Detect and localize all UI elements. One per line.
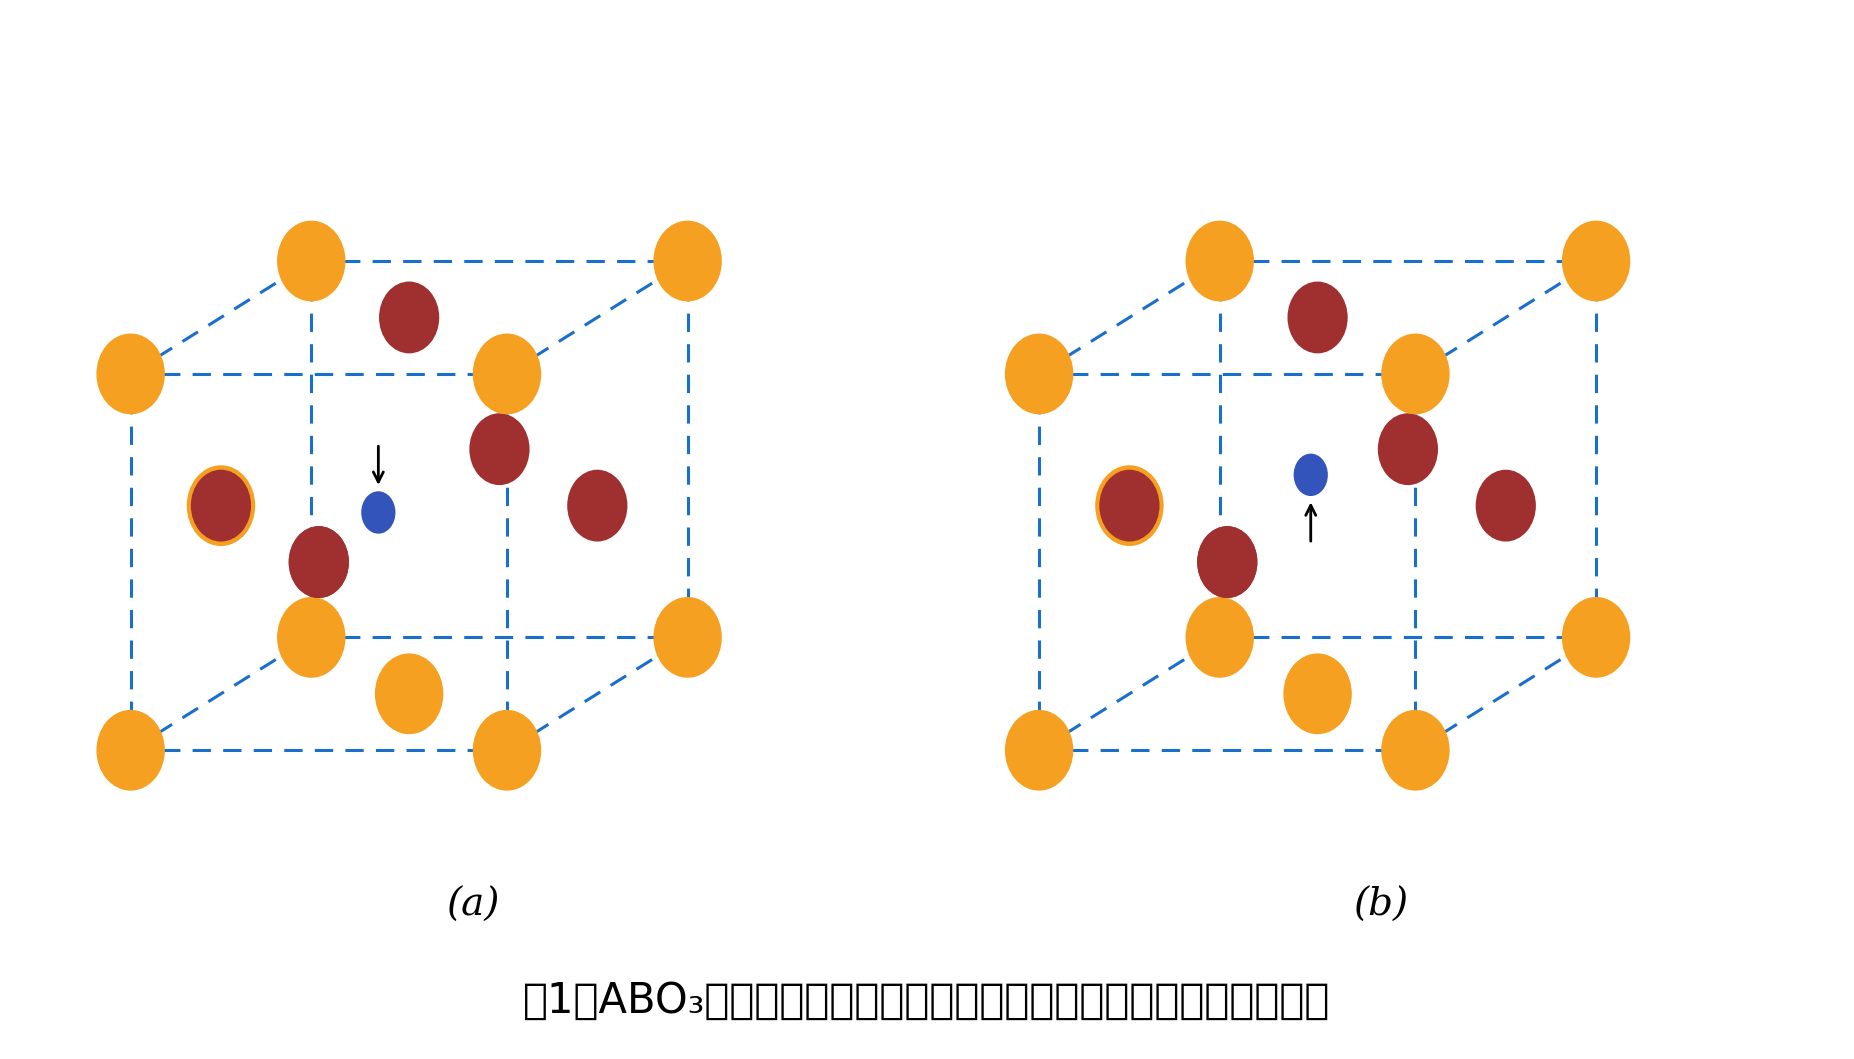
Text: (b): (b) <box>1353 887 1409 925</box>
Ellipse shape <box>1378 413 1439 485</box>
Text: (a): (a) <box>447 887 499 925</box>
Ellipse shape <box>1185 597 1253 678</box>
Ellipse shape <box>1561 220 1630 302</box>
Ellipse shape <box>473 710 541 791</box>
Ellipse shape <box>469 413 530 485</box>
Ellipse shape <box>1283 653 1352 734</box>
Ellipse shape <box>375 653 443 734</box>
Ellipse shape <box>1005 710 1073 791</box>
Ellipse shape <box>1005 334 1073 414</box>
Ellipse shape <box>1198 526 1257 598</box>
Ellipse shape <box>567 470 627 541</box>
Ellipse shape <box>378 282 439 354</box>
Ellipse shape <box>96 334 165 414</box>
Ellipse shape <box>653 597 721 678</box>
Ellipse shape <box>96 710 165 791</box>
Ellipse shape <box>1185 220 1253 302</box>
Ellipse shape <box>191 470 250 541</box>
Ellipse shape <box>653 220 721 302</box>
Ellipse shape <box>187 465 256 546</box>
Ellipse shape <box>1381 334 1450 414</box>
Ellipse shape <box>1198 526 1257 598</box>
Ellipse shape <box>1287 282 1348 354</box>
Ellipse shape <box>1561 597 1630 678</box>
Ellipse shape <box>1099 470 1159 541</box>
Ellipse shape <box>1294 453 1327 496</box>
Ellipse shape <box>276 597 345 678</box>
Ellipse shape <box>276 220 345 302</box>
Text: 図1　ABO₃ペロブスカイト型結晶格子を用いた強誘電性の概念説明: 図1 ABO₃ペロブスカイト型結晶格子を用いた強誘電性の概念説明 <box>523 980 1331 1022</box>
Ellipse shape <box>1096 465 1164 546</box>
Ellipse shape <box>1381 710 1450 791</box>
Ellipse shape <box>289 526 349 598</box>
Ellipse shape <box>289 526 349 598</box>
Ellipse shape <box>473 334 541 414</box>
Ellipse shape <box>1476 470 1535 541</box>
Ellipse shape <box>362 491 395 534</box>
